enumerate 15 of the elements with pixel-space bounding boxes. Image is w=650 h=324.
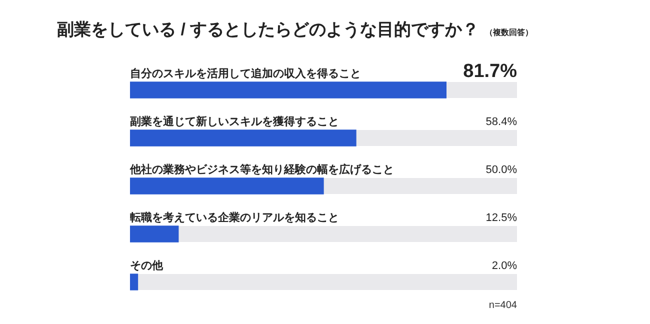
y-tick-label: その他 [130, 259, 164, 272]
data-label: 81.7% [463, 61, 518, 82]
y-tick-label: 自分のスキルを活用して追加の収入を得ること [130, 67, 361, 80]
bar [130, 226, 179, 242]
data-label: 50.0% [486, 164, 518, 176]
chart-subtitle: （複数回答） [485, 28, 534, 37]
y-tick-label: 転職を考えている企業のリアルを知ること [129, 211, 339, 224]
chart-title: 副業をしている / するとしたらどのような目的ですか？ [57, 20, 480, 39]
data-label: 58.4% [486, 116, 518, 128]
y-tick-label: 副業を通じて新しいスキルを獲得すること [130, 115, 339, 128]
data-label: 2.0% [492, 260, 518, 272]
y-tick-label: 他社の業務やビジネス等を知り経験の幅を広げること [129, 163, 394, 176]
data-label: 12.5% [486, 212, 518, 224]
text: n=404 [488, 300, 517, 311]
bar [130, 274, 138, 290]
